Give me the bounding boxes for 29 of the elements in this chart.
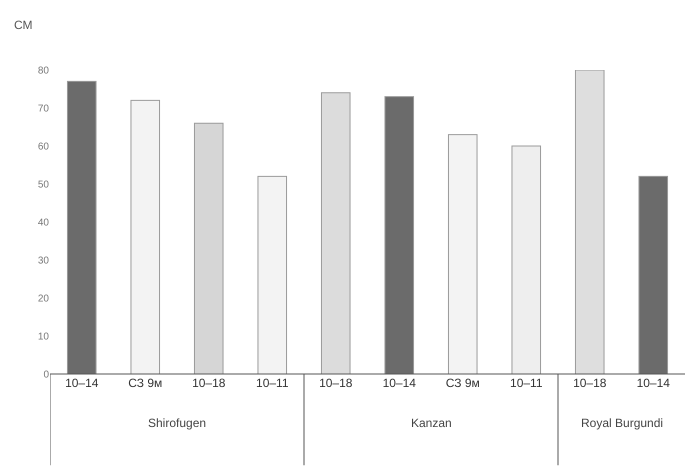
bar <box>257 176 288 374</box>
y-tick-label: 60 <box>38 142 50 152</box>
x-tick-label: 10–18 <box>192 376 226 390</box>
x-tick-label: 10–14 <box>65 376 99 390</box>
y-tick-label: 80 <box>38 66 50 76</box>
bar <box>320 92 351 374</box>
x-tick-label: 10–11 <box>256 376 289 390</box>
bar <box>574 70 605 374</box>
y-tick-label: 30 <box>38 256 50 266</box>
x-tick-label: 10–14 <box>636 376 670 390</box>
x-tick-label: 10–14 <box>382 376 416 390</box>
text: Shirofugen <box>148 416 206 430</box>
bar <box>130 100 160 374</box>
y-tick-label: 0 <box>43 370 50 380</box>
y-tick-label: 10 <box>38 332 50 342</box>
x-tick-label: СЗ 9м <box>128 376 162 390</box>
bar <box>511 146 542 374</box>
x-tick-label: 10–11 <box>510 376 543 390</box>
x-tick-label: СЗ 9м <box>446 376 480 390</box>
text: Kanzan <box>411 416 452 430</box>
y-tick-label: 50 <box>38 180 50 190</box>
y-tick-label: 20 <box>38 294 50 304</box>
y-axis-title: СМ <box>14 18 33 32</box>
y-tick-label: 40 <box>38 218 50 228</box>
text: Royal Burgundi <box>581 416 664 430</box>
y-tick-label: 70 <box>38 104 50 114</box>
x-tick-label: 10–18 <box>319 376 353 390</box>
bar <box>194 122 224 374</box>
x-tick-label: 10–18 <box>573 376 607 390</box>
